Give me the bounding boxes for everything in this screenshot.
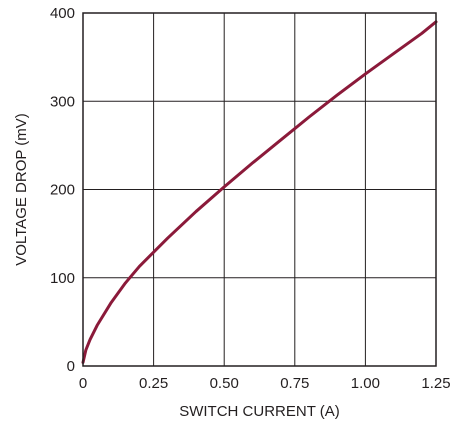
y-axis-label: VOLTAGE DROP (mV) xyxy=(13,113,30,266)
y-tick-label: 400 xyxy=(50,5,75,22)
series-layer xyxy=(81,20,438,364)
y-tick-label: 0 xyxy=(67,358,75,375)
x-tick-label: 1.00 xyxy=(351,375,380,392)
x-tick-label: 1.25 xyxy=(421,375,450,392)
grid xyxy=(82,12,437,367)
y-tick-label: 100 xyxy=(50,270,75,287)
x-tick-label: 0.50 xyxy=(210,375,239,392)
x-tick-label: 0 xyxy=(79,375,87,392)
y-tick-labels: 0 100 200 300 400 xyxy=(50,5,75,375)
y-tick-label: 300 xyxy=(50,93,75,110)
x-axis-label: SWITCH CURRENT (A) xyxy=(179,403,340,420)
y-tick-label: 200 xyxy=(50,182,75,199)
x-tick-label: 0.25 xyxy=(139,375,168,392)
series-line xyxy=(81,20,438,364)
plot-frame xyxy=(82,12,437,367)
x-tick-labels: 0 0.25 0.50 0.75 1.00 1.25 xyxy=(79,375,451,392)
x-tick-label: 0.75 xyxy=(280,375,309,392)
